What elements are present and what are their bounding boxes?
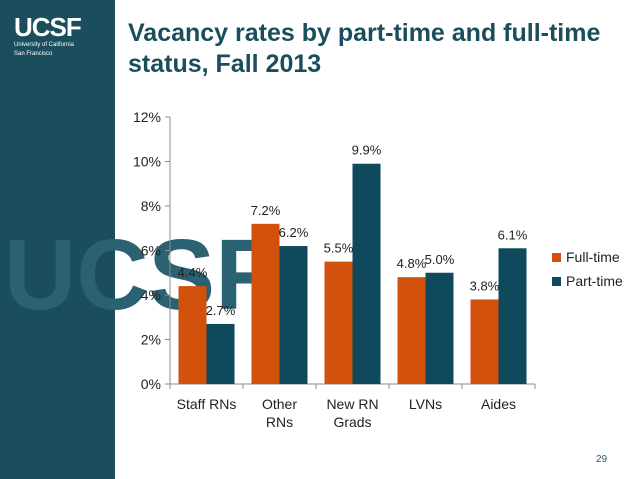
bar-full-time xyxy=(470,299,499,384)
y-tick-label: 8% xyxy=(141,198,161,214)
x-tick-label: New RN xyxy=(326,396,378,412)
y-tick-label: 10% xyxy=(133,154,161,170)
y-tick-label: 2% xyxy=(141,332,161,348)
y-tick-label: 6% xyxy=(141,243,161,259)
data-label: 9.9% xyxy=(352,143,382,158)
data-label: 5.5% xyxy=(324,241,354,256)
legend-swatch-full-time xyxy=(552,253,561,262)
bar-part-time xyxy=(206,323,235,384)
y-tick-label: 12% xyxy=(133,109,161,125)
data-label: 4.8% xyxy=(397,256,427,271)
y-tick-label: 4% xyxy=(141,287,161,303)
bar-full-time xyxy=(324,261,353,384)
bar-part-time xyxy=(352,163,381,384)
data-label: 2.7% xyxy=(206,303,236,318)
data-label: 6.1% xyxy=(498,227,528,242)
bar-full-time xyxy=(178,286,207,384)
bar-full-time xyxy=(397,277,426,384)
bar-full-time xyxy=(251,223,280,384)
legend-label: Full-time xyxy=(566,249,620,265)
x-tick-label: Other xyxy=(262,396,297,412)
ucsf-logo: UCSF University of California San Franci… xyxy=(14,12,82,58)
y-tick-label: 0% xyxy=(141,376,161,392)
slide-title: Vacancy rates by part-time and full-time… xyxy=(128,19,601,78)
data-label: 6.2% xyxy=(279,225,309,240)
bar-part-time xyxy=(425,272,454,384)
legend-swatch-part-time xyxy=(552,277,561,286)
logo-subtitle-2: San Francisco xyxy=(14,51,53,57)
bar-part-time xyxy=(279,246,308,384)
bar-part-time xyxy=(498,248,527,384)
x-tick-label: Staff RNs xyxy=(177,396,237,412)
x-tick-label: LVNs xyxy=(409,396,442,412)
data-label: 4.4% xyxy=(178,265,208,280)
x-tick-label: Grads xyxy=(333,414,371,430)
logo-subtitle-1: University of California xyxy=(14,42,75,48)
x-tick-label: RNs xyxy=(266,414,293,430)
logo-text: UCSF xyxy=(14,12,82,42)
data-label: 5.0% xyxy=(425,252,455,267)
legend-label: Part-time xyxy=(566,273,623,289)
page-number: 29 xyxy=(596,454,608,465)
data-label: 3.8% xyxy=(470,278,500,293)
x-tick-label: Aides xyxy=(481,396,516,412)
data-label: 7.2% xyxy=(251,203,281,218)
